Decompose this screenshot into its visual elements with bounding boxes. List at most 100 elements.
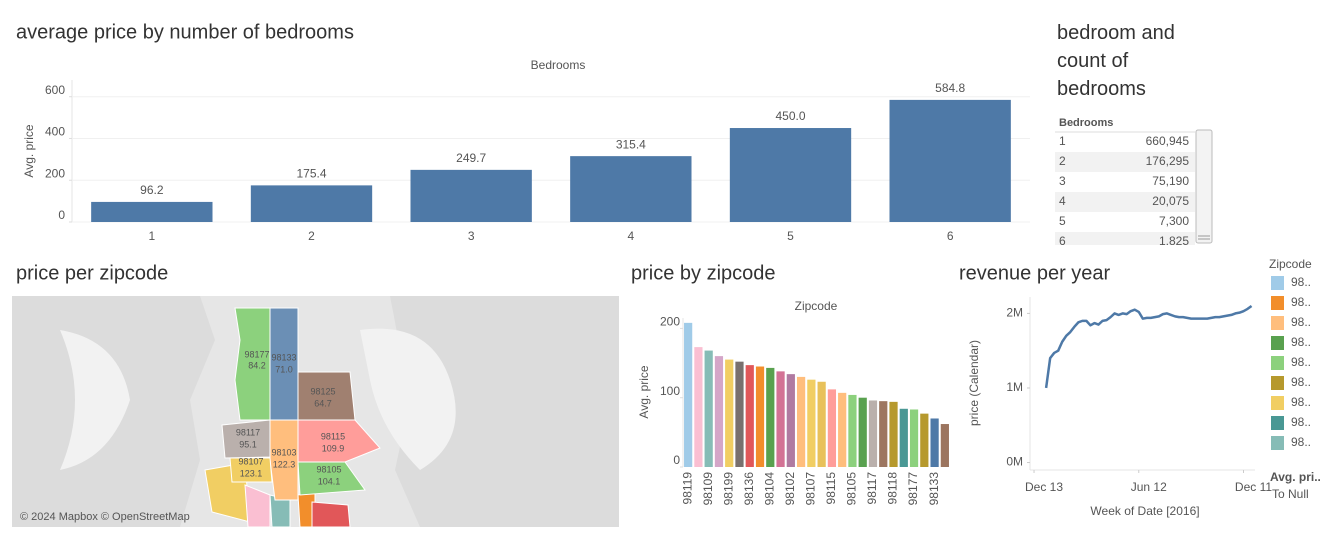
zip-region: [311, 501, 351, 527]
legend-label: 98..: [1291, 315, 1311, 329]
table-cell: 6: [1059, 234, 1066, 248]
bar: [745, 365, 754, 467]
x-axis-title: Week of Date [2016]: [1090, 504, 1199, 518]
x-tick-label: 98104: [762, 472, 776, 506]
bar: [899, 408, 908, 467]
region-zip: 98105: [316, 464, 341, 474]
bar: [786, 374, 795, 467]
bar: [838, 392, 847, 467]
chart-title: revenue per year: [959, 262, 1111, 284]
bar: [755, 366, 765, 467]
x-tick-label: 98117: [865, 472, 879, 505]
x-tick-label: 4: [627, 229, 634, 243]
region-value: 104.1: [318, 476, 341, 486]
region-value: 123.1: [240, 468, 263, 478]
table-cell: 176,295: [1146, 154, 1190, 168]
y-tick-label: 600: [45, 83, 65, 97]
chart-title: price by zipcode: [631, 262, 776, 284]
scrollbar: [1195, 129, 1213, 244]
row-shade: [1055, 152, 1195, 172]
x-tick-label: 1: [148, 229, 155, 243]
legend-label: 98..: [1291, 295, 1311, 309]
legend-swatch: [1271, 336, 1284, 350]
table-title: bedroom and count of bedrooms: [1057, 22, 1175, 100]
table-cell: 4: [1059, 194, 1066, 208]
region-zip: 98125: [310, 386, 335, 396]
region-value: 122.3: [273, 459, 296, 469]
y-tick-label: 200: [45, 166, 65, 180]
region-value: 109.9: [322, 443, 345, 453]
x-tick-label: 98102: [783, 472, 797, 506]
zip-region: [269, 419, 299, 501]
bar: [735, 361, 744, 467]
bar: [410, 169, 532, 222]
y-axis-title: Avg. price: [637, 365, 651, 418]
region-zip: 98107: [238, 456, 263, 466]
legend-title: Zipcode: [1269, 257, 1312, 271]
data-label: 175.4: [296, 167, 326, 181]
table-header: Bedrooms: [1059, 117, 1113, 129]
legend-footer: Avg. pri..: [1270, 470, 1321, 484]
water: [360, 328, 456, 470]
y-tick-label: 1M: [1006, 380, 1023, 394]
x-tick-label: Jun 12: [1131, 480, 1167, 494]
bar: [91, 201, 213, 222]
region-value: 64.7: [314, 398, 332, 408]
bar: [909, 409, 919, 467]
x-tick-label: 5: [787, 229, 794, 243]
legend-swatch: [1271, 276, 1284, 290]
legend-swatch: [1271, 396, 1284, 410]
x-tick-label: 98199: [721, 472, 735, 506]
bar: [827, 389, 837, 467]
table-cell: 20,075: [1152, 194, 1189, 208]
bar: [725, 359, 734, 467]
bar: [776, 371, 785, 467]
x-tick-label: Dec 13: [1025, 480, 1063, 494]
region-zip: 98115: [321, 431, 345, 441]
legend-footer: To Null: [1272, 487, 1309, 501]
legend-swatch: [1271, 356, 1284, 370]
region-zip: 98117: [236, 427, 260, 437]
data-label: 249.7: [456, 151, 486, 165]
x-tick-label: 98107: [804, 472, 818, 506]
legend-label: 98..: [1291, 375, 1311, 389]
region-value: 71.0: [275, 364, 293, 374]
legend-swatch: [1271, 316, 1284, 330]
bar: [868, 400, 878, 467]
bar: [796, 376, 806, 467]
y-tick-label: 2M: [1006, 306, 1023, 320]
bar: [889, 401, 898, 467]
row-shade: [1055, 232, 1195, 245]
x-tick-label: 98118: [886, 472, 900, 505]
x-tick-label: 98136: [742, 472, 756, 506]
bar: [570, 156, 692, 222]
table-cell: 3: [1059, 174, 1066, 188]
x-tick-label: 98109: [701, 472, 715, 506]
x-axis-title: Bedrooms: [531, 58, 586, 72]
table: Bedrooms 1 660,945 2 176,295 3 75,190 4 20,075 5 7…: [1055, 117, 1213, 248]
region-value: 95.1: [239, 439, 257, 449]
table-cell: 1,825: [1159, 234, 1189, 248]
table-cell: 2: [1059, 154, 1066, 168]
zip-region: [229, 457, 273, 483]
table-cell: 1: [1059, 134, 1066, 148]
x-tick-label: 98115: [824, 472, 838, 505]
map-attribution: © 2024 Mapbox © OpenStreetMap: [20, 511, 190, 523]
line: [1044, 304, 1253, 389]
legend-label: 98..: [1291, 355, 1311, 369]
data-label: 315.4: [616, 137, 646, 151]
bar: [940, 424, 949, 467]
table-cell: 5: [1059, 214, 1066, 228]
x-tick-label: Dec 11: [1235, 480, 1272, 494]
x-tick-label: 2: [308, 229, 315, 243]
x-tick-label: 98133: [927, 472, 941, 506]
bar: [250, 185, 373, 222]
legend-swatch: [1271, 376, 1284, 390]
map-title: price per zipcode: [16, 262, 168, 284]
bar: [684, 322, 693, 467]
bar: [714, 356, 724, 467]
data-label: 96.2: [140, 183, 164, 197]
row-shade: [1055, 192, 1195, 212]
